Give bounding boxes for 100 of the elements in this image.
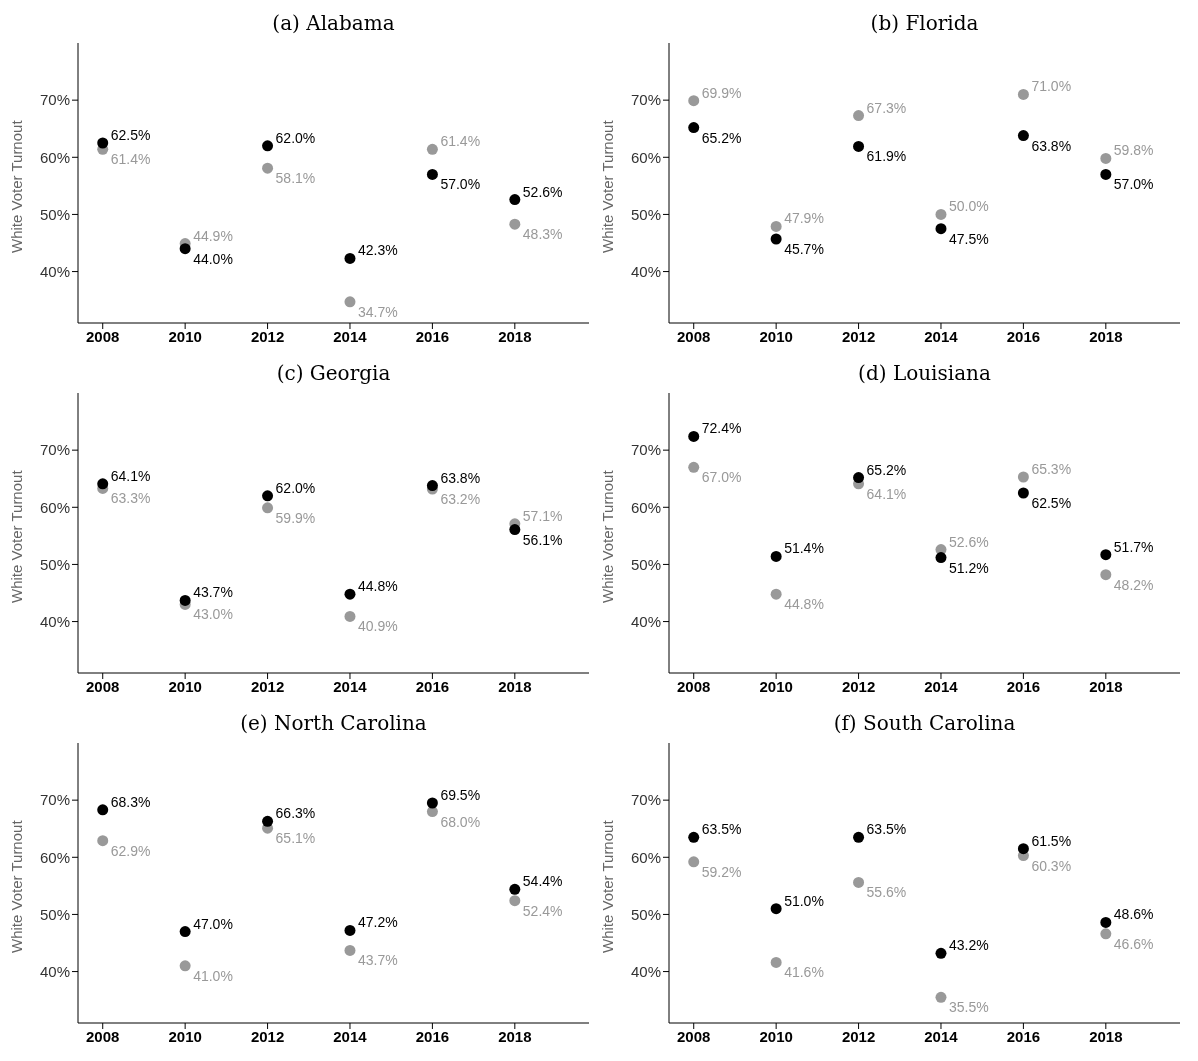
data-label: 51.0%	[784, 892, 824, 909]
chart-title: (f) South Carolina	[832, 710, 1017, 737]
data-label: 51.7%	[1113, 538, 1154, 555]
point	[509, 194, 521, 206]
data-label: 69.9%	[701, 84, 742, 101]
data-label: 62.9%	[110, 842, 151, 859]
data-label: 43.0%	[193, 606, 233, 623]
data-label: 63.2%	[440, 491, 481, 507]
x-tick-label: 2012	[841, 677, 876, 695]
data-label: 57.0%	[440, 176, 481, 193]
data-label: 43.7%	[193, 584, 233, 601]
point	[344, 296, 356, 308]
x-tick-label: 2010	[759, 677, 793, 695]
y-axis-title: White Voter Turnout	[599, 819, 617, 953]
chart-title: (c) Georgia	[275, 360, 392, 387]
data-label: 59.2%	[701, 863, 742, 880]
point	[853, 876, 865, 888]
y-tick-label: 40%	[39, 612, 70, 630]
point	[509, 524, 521, 536]
point	[179, 960, 191, 972]
x-tick-label: 2010	[168, 1027, 202, 1045]
x-tick-label: 2016	[1006, 327, 1041, 345]
data-label: 41.0%	[193, 967, 233, 984]
y-tick-label: 40%	[39, 262, 70, 280]
point	[1017, 471, 1029, 483]
point	[1100, 168, 1112, 180]
data-label: 52.6%	[948, 533, 989, 550]
data-label: 62.0%	[275, 479, 316, 496]
y-tick-label: 70%	[630, 91, 661, 109]
data-label: 71.0%	[1031, 78, 1072, 95]
point	[1017, 130, 1029, 142]
data-label: 61.4%	[440, 133, 481, 150]
data-label: 55.6%	[866, 884, 907, 901]
y-tick-label: 40%	[39, 962, 70, 980]
y-axis-title: White Voter Turnout	[8, 819, 26, 953]
y-tick-label: 70%	[39, 91, 70, 109]
data-label: 44.9%	[193, 227, 233, 244]
point	[509, 218, 521, 230]
point	[97, 137, 109, 149]
x-tick-label: 2012	[250, 677, 285, 695]
point	[1100, 152, 1112, 164]
point	[1100, 569, 1112, 581]
data-label: 62.0%	[275, 129, 316, 146]
data-label: 65.2%	[701, 129, 742, 146]
data-label: 34.7%	[357, 303, 398, 320]
point	[770, 903, 782, 915]
y-tick-label: 70%	[630, 791, 661, 809]
data-label: 63.5%	[701, 821, 742, 838]
data-label: 58.1%	[275, 170, 316, 187]
x-tick-label: 2012	[250, 1027, 285, 1045]
point	[935, 208, 947, 220]
x-tick-label: 2018	[498, 677, 532, 695]
y-tick-label: 40%	[630, 612, 661, 630]
y-tick-label: 60%	[39, 498, 70, 516]
point	[426, 797, 438, 809]
data-label: 63.8%	[1031, 137, 1072, 154]
y-tick-label: 60%	[39, 848, 70, 866]
y-tick-label: 50%	[630, 205, 661, 223]
y-tick-label: 40%	[630, 962, 661, 980]
data-label: 69.5%	[440, 787, 481, 803]
y-tick-label: 50%	[630, 905, 661, 923]
y-tick-label: 60%	[39, 148, 70, 166]
y-tick-label: 50%	[39, 205, 70, 223]
point	[935, 947, 947, 959]
data-label: 44.0%	[193, 250, 233, 267]
point	[179, 243, 191, 255]
data-label: 59.8%	[1113, 142, 1154, 159]
data-label: 65.1%	[275, 830, 316, 847]
point	[1017, 88, 1029, 100]
x-tick-label: 2010	[759, 327, 793, 345]
point	[688, 856, 700, 868]
point	[935, 223, 947, 235]
data-label: 57.0%	[1113, 176, 1154, 193]
y-tick-label: 60%	[630, 498, 661, 516]
x-tick-label: 2016	[415, 327, 450, 345]
data-label: 52.4%	[522, 902, 563, 919]
x-tick-label: 2008	[86, 1027, 120, 1045]
x-tick-label: 2008	[677, 677, 711, 695]
x-tick-label: 2018	[1089, 1027, 1123, 1045]
data-label: 63.5%	[866, 821, 907, 838]
point	[853, 140, 865, 152]
x-tick-label: 2014	[333, 677, 368, 695]
chart-title: (b) Florida	[869, 10, 980, 37]
point	[509, 895, 521, 907]
data-label: 62.5%	[110, 127, 151, 143]
x-tick-label: 2014	[924, 677, 959, 695]
point	[688, 122, 700, 134]
x-tick-label: 2008	[677, 327, 711, 345]
point	[853, 110, 865, 122]
x-tick-label: 2018	[498, 1027, 532, 1045]
point	[688, 430, 700, 442]
y-tick-label: 50%	[630, 555, 661, 573]
x-tick-label: 2012	[841, 1027, 876, 1045]
x-tick-label: 2014	[924, 1027, 959, 1045]
point	[770, 956, 782, 968]
y-tick-label: 70%	[630, 441, 661, 459]
point	[97, 478, 109, 490]
point	[770, 588, 782, 600]
data-label: 68.0%	[440, 813, 481, 830]
data-label: 59.9%	[275, 509, 316, 526]
